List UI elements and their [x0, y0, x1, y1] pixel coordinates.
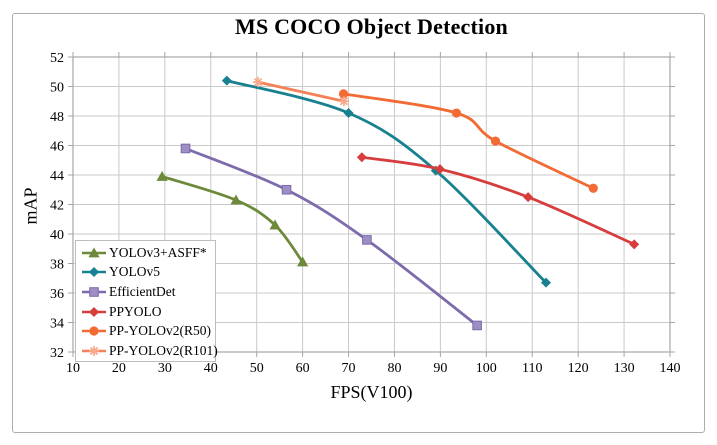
y-tick-label: 34 [50, 317, 64, 332]
legend-item: PPYOLO [80, 302, 215, 322]
y-tick-label: 52 [50, 51, 64, 66]
chart-title: MS COCO Object Detection [234, 14, 508, 39]
y-tick-label: 50 [50, 81, 64, 96]
legend: YOLOv3+ASFF* YOLOv5 EfficientDet PPYOLO PP-Y… [75, 240, 218, 362]
legend-item: PP-YOLOv2(R50) [80, 321, 215, 341]
series-pp-yolov2-r101- [253, 77, 349, 107]
x-tick-label: 60 [296, 361, 310, 376]
x-tick-label: 20 [112, 361, 126, 376]
legend-marker-triangle-icon [82, 247, 106, 258]
x-tick-label: 50 [250, 361, 264, 376]
legend-item: EfficientDet [80, 282, 215, 302]
x-tick-label: 110 [522, 361, 542, 376]
series-pp-yolov2-r50- [338, 89, 598, 193]
x-tick-label: 70 [342, 361, 356, 376]
series-efficientdet [180, 143, 482, 331]
y-tick-labels: 32 34 36 38 40 42 44 46 48 50 52 [50, 51, 64, 361]
legend-item-label: YOLOv5 [109, 264, 160, 280]
x-tick-labels: 10 20 30 40 50 60 70 80 90 100 110 120 130 140 [66, 361, 681, 376]
y-tick-label: 40 [50, 228, 64, 243]
x-tick-label: 130 [614, 361, 635, 376]
legend-marker-diamond-icon [82, 306, 106, 317]
legend-marker-circle-icon [82, 326, 106, 336]
legend-item-label: PP-YOLOv2(R50) [109, 323, 212, 339]
legend-marker-asterisk-icon [82, 345, 106, 356]
series-ppyolo [356, 152, 640, 250]
x-tick-label: 100 [476, 361, 497, 376]
x-tick-label: 90 [433, 361, 447, 376]
series-yolov3-asff- [156, 170, 309, 267]
legend-marker-square-icon [82, 287, 106, 297]
y-tick-label: 42 [50, 199, 64, 214]
legend-item-label: YOLOv3+ASFF* [109, 244, 207, 260]
legend-item: YOLOv3+ASFF* [80, 243, 215, 263]
x-tick-label: 140 [660, 361, 681, 376]
legend-marker-diamond-icon [82, 267, 106, 278]
x-tick-label: 40 [204, 361, 218, 376]
legend-item-label: PPYOLO [109, 303, 162, 319]
y-axis-label: mAP [20, 187, 41, 225]
legend-item-label: EfficientDet [109, 283, 176, 299]
y-tick-label: 36 [50, 287, 64, 302]
y-tick-label: 46 [50, 140, 64, 155]
y-tick-label: 48 [50, 110, 64, 125]
x-tick-label: 120 [568, 361, 589, 376]
x-tick-label: 80 [387, 361, 401, 376]
axis-ticks [68, 52, 675, 357]
x-tick-label: 10 [66, 361, 80, 376]
legend-item: PP-YOLOv2(R101) [80, 341, 218, 361]
x-axis-label: FPS(V100) [330, 382, 413, 402]
plot-frame [72, 56, 671, 353]
y-tick-label: 32 [50, 346, 64, 361]
legend-item: YOLOv5 [80, 263, 215, 283]
y-tick-label: 44 [50, 169, 64, 184]
y-tick-label: 38 [50, 258, 64, 273]
legend-item-label: PP-YOLOv2(R101) [109, 342, 218, 358]
x-tick-label: 30 [158, 361, 172, 376]
